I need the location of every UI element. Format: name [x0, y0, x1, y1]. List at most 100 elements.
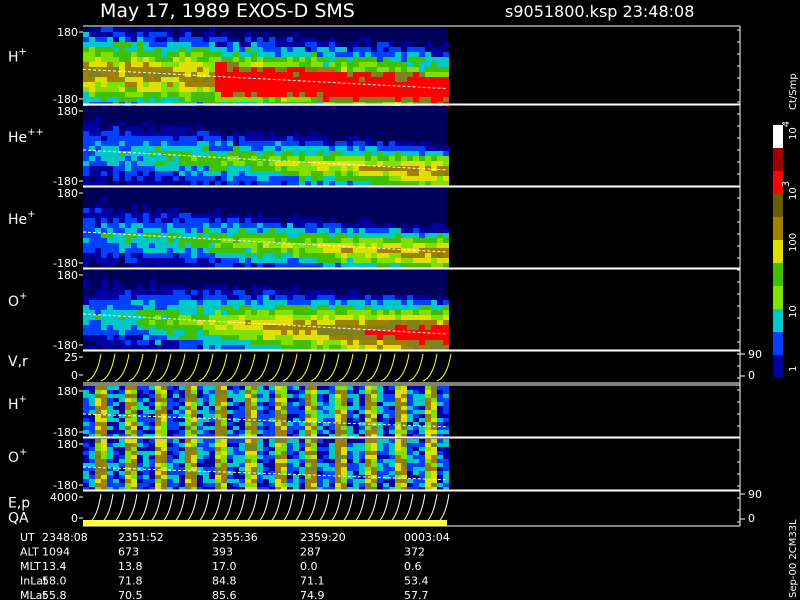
spectrogram-cell: [347, 67, 353, 72]
spectrogram-cell: [83, 475, 89, 479]
spectrogram-cell: [269, 434, 275, 438]
spectrogram-cell: [425, 87, 431, 92]
spectrogram-cell: [89, 402, 95, 406]
spectrogram-cell: [233, 459, 239, 463]
spectrogram-cell: [287, 300, 293, 305]
spectrogram-cell: [173, 402, 179, 406]
panel-label-sup: +: [19, 447, 27, 458]
spectrogram-cell: [191, 243, 197, 248]
spectrogram-cell: [95, 467, 101, 471]
spectrogram-cell: [431, 315, 437, 320]
spectrogram-cell: [383, 471, 389, 475]
spectrogram-cell: [125, 434, 131, 438]
spectrogram-cell: [257, 238, 263, 243]
spectrogram-cell: [233, 57, 239, 62]
spectrogram-cell: [239, 471, 245, 475]
spectrogram-cell: [101, 320, 107, 325]
spectrogram-cell: [101, 136, 107, 141]
spectrogram-cell: [359, 171, 365, 176]
spectrogram-cell: [323, 47, 329, 52]
spectrogram-cell: [239, 97, 245, 102]
spectrogram-cell: [101, 72, 107, 77]
spectrogram-cell: [299, 475, 305, 479]
spectrogram-cell: [281, 467, 287, 471]
spectrogram-cell: [155, 295, 161, 300]
spectrogram-cell: [83, 126, 89, 131]
spectrogram-cell: [167, 325, 173, 330]
colorbar-tick: 103: [781, 181, 799, 200]
spectrogram-cell: [227, 290, 233, 295]
spectrogram-cell: [131, 223, 137, 228]
spectrogram-cell: [119, 398, 125, 402]
spectrogram-cell: [389, 228, 395, 233]
spectrogram-cell: [377, 451, 383, 455]
spectrogram-cell: [131, 345, 137, 350]
spectrogram-cell: [131, 394, 137, 398]
spectrogram-cell: [251, 72, 257, 77]
spectrogram-cell: [191, 171, 197, 176]
y-tick-label: -180: [53, 479, 78, 492]
spectrogram-cell: [101, 345, 107, 350]
spectrogram-cell: [197, 141, 203, 146]
spectrogram-cell: [101, 479, 107, 483]
spectrogram-cell: [203, 52, 209, 57]
spectrogram-cell: [209, 290, 215, 295]
spectrogram-cell: [395, 463, 401, 467]
spectrogram-cell: [101, 443, 107, 447]
spectrogram-cell: [185, 467, 191, 471]
spectrogram-cell: [179, 290, 185, 295]
spectrogram-cell: [245, 463, 251, 467]
spectrogram-cell: [359, 315, 365, 320]
spectrogram-cell: [197, 300, 203, 305]
spectrogram-cell: [293, 52, 299, 57]
spectrogram-cell: [107, 87, 113, 92]
spectrogram-cell: [179, 161, 185, 166]
spectrogram-cell: [347, 447, 353, 451]
spectrogram-cell: [137, 285, 143, 290]
spectrogram-cell: [167, 394, 173, 398]
spectrogram-cell: [341, 92, 347, 97]
spectrogram-cell: [299, 253, 305, 258]
spectrogram-cell: [281, 151, 287, 156]
spectrogram-cell: [401, 330, 407, 335]
spectrogram-cell: [191, 72, 197, 77]
spectrogram-cell: [203, 258, 209, 263]
spectrogram-cell: [131, 315, 137, 320]
spectrogram-cell: [107, 479, 113, 483]
spectrogram-cell: [89, 414, 95, 418]
spectrogram-cell: [101, 97, 107, 102]
spectrogram-cell: [89, 77, 95, 82]
spectrogram-cell: [209, 325, 215, 330]
spectrogram-cell: [155, 300, 161, 305]
spectrogram-cell: [251, 479, 257, 483]
spectrogram-cell: [173, 248, 179, 253]
spectrogram-cell: [269, 295, 275, 300]
spectrogram-cell: [323, 300, 329, 305]
spectrogram-cell: [425, 467, 431, 471]
spectrogram-cell: [395, 233, 401, 238]
spectrogram-cell: [293, 325, 299, 330]
spectrogram-cell: [371, 47, 377, 52]
spectrogram-cell: [395, 479, 401, 483]
spectrogram-cell: [299, 447, 305, 451]
spectrogram-cell: [113, 406, 119, 410]
spectrogram-cell: [215, 330, 221, 335]
spectrogram-cell: [263, 315, 269, 320]
spectrogram-cell: [335, 406, 341, 410]
spectrogram-cell: [269, 233, 275, 238]
spectrogram-cell: [107, 295, 113, 300]
spectrogram-cell: [407, 248, 413, 253]
spectrogram-cell: [317, 295, 323, 300]
spectrogram-cell: [119, 463, 125, 467]
spectrogram-cell: [101, 151, 107, 156]
spectrogram-cell: [233, 37, 239, 42]
spectrogram-cell: [329, 335, 335, 340]
spectrogram-cell: [119, 402, 125, 406]
spectrogram-cell: [353, 463, 359, 467]
spectrogram-cell: [251, 390, 257, 394]
spectrogram-cell: [281, 136, 287, 141]
spectrogram-cell: [407, 146, 413, 151]
spectrogram-cell: [221, 471, 227, 475]
spectrogram-cell: [191, 233, 197, 238]
spectrogram-cell: [407, 310, 413, 315]
